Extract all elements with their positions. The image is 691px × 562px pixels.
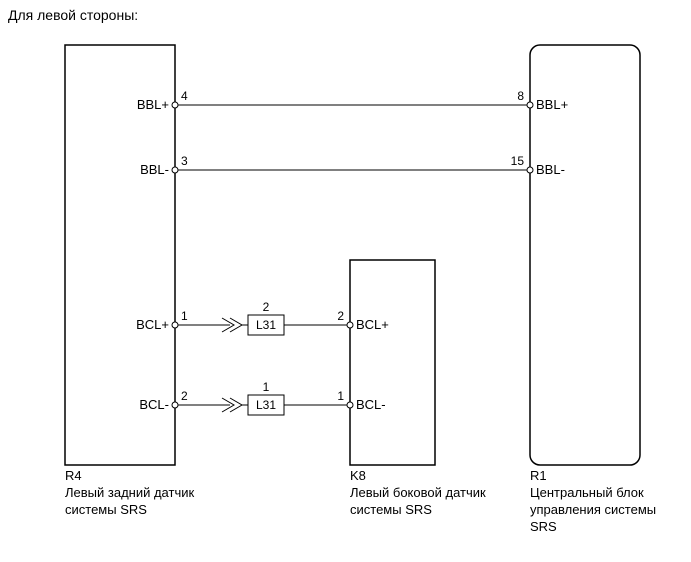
pin-r1-bbl-minus: [527, 167, 533, 173]
connector-l31-bot-num: 1: [263, 380, 270, 394]
pin-k8-bcl-plus-label: BCL+: [356, 317, 389, 332]
block-k8-label-1: системы SRS: [350, 502, 432, 517]
pin-r1-bbl-minus-num: 15: [511, 154, 525, 168]
pin-r4-bbl-plus-label: BBL+: [137, 97, 169, 112]
pin-r4-bbl-minus-label: BBL-: [140, 162, 169, 177]
pin-r1-bbl-plus-num: 8: [517, 89, 524, 103]
connector-l31-bot-label: L31: [256, 398, 276, 412]
block-r4-label-0: Левый задний датчик: [65, 485, 194, 500]
pin-r1-bbl-plus: [527, 102, 533, 108]
pin-r4-bbl-minus-num: 3: [181, 154, 188, 168]
pin-k8-bcl-plus-num: 2: [337, 309, 344, 323]
block-r1-label-0: Центральный блок: [530, 485, 644, 500]
pin-r4-bcl-minus: [172, 402, 178, 408]
diagram-title: Для левой стороны:: [8, 7, 138, 23]
pin-r4-bbl-plus: [172, 102, 178, 108]
pin-r1-bbl-minus-label: BBL-: [536, 162, 565, 177]
block-r1-label-2: SRS: [530, 519, 557, 534]
pin-r1-bbl-plus-label: BBL+: [536, 97, 568, 112]
pin-r4-bcl-minus-num: 2: [181, 389, 188, 403]
block-r1-id: R1: [530, 468, 547, 483]
connector-l31-top-num: 2: [263, 300, 270, 314]
pin-r4-bcl-plus-label: BCL+: [136, 317, 169, 332]
block-r4-label-1: системы SRS: [65, 502, 147, 517]
pin-k8-bcl-plus: [347, 322, 353, 328]
arrow-bcl-minus-2: [230, 398, 242, 412]
pin-k8-bcl-minus-num: 1: [337, 389, 344, 403]
block-k8-id: K8: [350, 468, 366, 483]
block-k8: [350, 260, 435, 465]
block-r1-label-1: управления системы: [530, 502, 656, 517]
block-r4-id: R4: [65, 468, 82, 483]
pin-k8-bcl-minus-label: BCL-: [356, 397, 386, 412]
pin-r4-bbl-plus-num: 4: [181, 89, 188, 103]
arrow-bcl-plus-2: [230, 318, 242, 332]
connector-l31-top-label: L31: [256, 318, 276, 332]
pin-r4-bbl-minus: [172, 167, 178, 173]
pin-r4-bcl-minus-label: BCL-: [139, 397, 169, 412]
pin-r4-bcl-plus: [172, 322, 178, 328]
pin-r4-bcl-plus-num: 1: [181, 309, 188, 323]
block-k8-label-0: Левый боковой датчик: [350, 485, 486, 500]
pin-k8-bcl-minus: [347, 402, 353, 408]
